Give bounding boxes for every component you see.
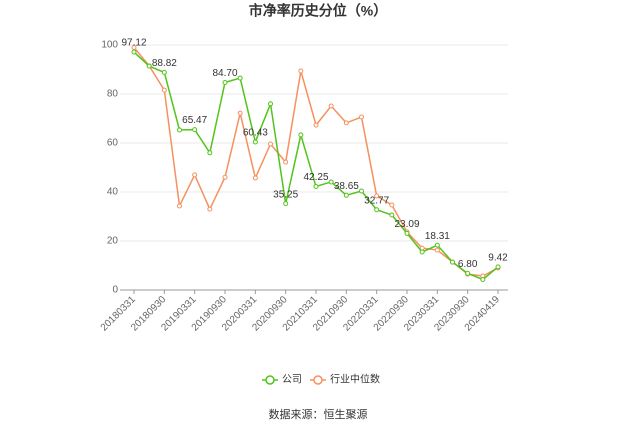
point — [389, 212, 395, 218]
legend-label: 公司 — [282, 375, 302, 386]
point — [177, 127, 182, 133]
point — [146, 63, 152, 69]
value-label: 35.25 — [273, 189, 298, 200]
point — [359, 188, 364, 194]
series-line — [133, 51, 499, 281]
point — [298, 132, 304, 138]
point — [268, 101, 273, 107]
chart-title: 市净率历史分位（%） — [249, 3, 387, 19]
point — [161, 87, 167, 93]
point — [207, 206, 213, 212]
value-label: 9.42 — [488, 253, 508, 264]
point — [313, 183, 319, 189]
point — [237, 110, 243, 116]
point — [177, 203, 182, 209]
point — [374, 193, 380, 199]
point — [192, 127, 198, 133]
value-label: 60.43 — [243, 128, 268, 139]
y-tick-label: 60 — [107, 138, 119, 149]
legend-label: 行业中位数 — [330, 373, 380, 386]
y-tick-label: 40 — [107, 187, 119, 198]
value-label: 18.31 — [425, 231, 450, 242]
point — [495, 264, 501, 270]
value-label: 88.82 — [152, 58, 177, 69]
point — [404, 230, 410, 236]
y-tick-label: 0 — [112, 285, 118, 296]
point — [328, 103, 334, 109]
y-tick-label: 80 — [107, 89, 119, 100]
value-label: 84.70 — [212, 68, 237, 79]
y-tick-label: 20 — [107, 236, 119, 247]
point — [283, 159, 289, 165]
point — [450, 259, 455, 265]
point — [131, 49, 137, 55]
point — [374, 207, 380, 213]
point — [480, 276, 486, 282]
point — [389, 202, 395, 208]
point — [131, 44, 137, 50]
point — [434, 242, 440, 248]
point — [328, 179, 334, 185]
point — [465, 270, 471, 276]
point — [237, 75, 243, 81]
point — [343, 120, 349, 126]
point — [313, 122, 319, 128]
point — [359, 114, 364, 120]
y-tick-label: 100 — [101, 40, 118, 51]
point — [192, 172, 198, 178]
point — [207, 150, 213, 156]
point — [343, 192, 349, 198]
point — [268, 141, 273, 147]
point — [161, 69, 167, 75]
value-label: 38.65 — [334, 181, 359, 192]
value-label: 23.09 — [394, 219, 419, 230]
legend-marker — [313, 375, 323, 385]
point — [434, 247, 440, 253]
point — [419, 249, 425, 255]
point — [222, 174, 228, 180]
value-label: 32.77 — [364, 195, 389, 206]
point — [283, 201, 289, 207]
source: 数据来源：恒生聚源 — [269, 407, 368, 421]
value-label: 65.47 — [182, 115, 207, 126]
value-label: 97.12 — [121, 38, 146, 49]
point — [298, 68, 304, 74]
value-label: 42.25 — [303, 172, 328, 183]
point — [252, 175, 258, 181]
point — [222, 79, 228, 85]
point — [252, 139, 258, 145]
value-label: 6.80 — [458, 259, 478, 270]
legend-marker — [265, 375, 275, 385]
